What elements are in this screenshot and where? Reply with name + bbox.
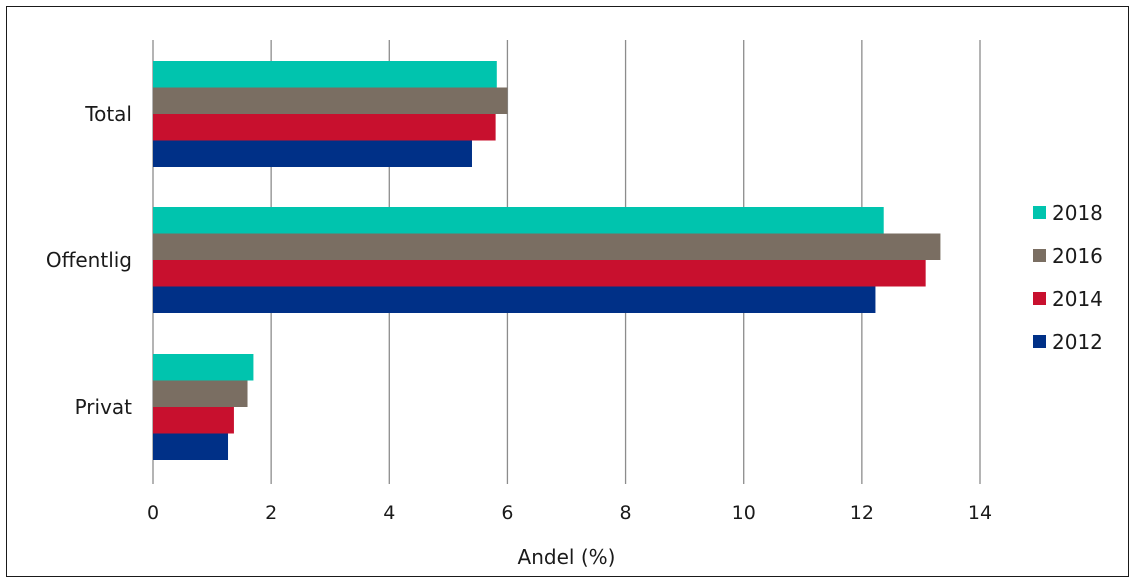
x-tick-label-4: 4 [383, 502, 395, 524]
bar-privat-2016 [153, 380, 248, 407]
bar-privat-2014 [153, 407, 234, 434]
legend-swatch-2016 [1033, 249, 1046, 262]
legend-swatch-2014 [1033, 292, 1046, 305]
legend-label-2014: 2014 [1052, 287, 1103, 311]
bar-offentlig-2012 [153, 286, 876, 313]
bar-offentlig-2018 [153, 207, 884, 234]
category-labels: Total Offentlig Privat [46, 102, 132, 419]
bar-privat-2012 [153, 433, 229, 460]
bar-total-2012 [153, 140, 472, 167]
category-label-privat: Privat [75, 395, 133, 419]
legend-label-2016: 2016 [1052, 244, 1103, 268]
bar-offentlig-2014 [153, 260, 926, 287]
x-tick-label-10: 10 [732, 502, 756, 524]
bar-total-2016 [153, 87, 508, 114]
bar-total-2014 [153, 114, 496, 141]
legend: 2018 2016 2014 2012 [1033, 201, 1103, 354]
legend-swatch-2018 [1033, 206, 1046, 219]
bars [153, 61, 941, 460]
x-tick-label-6: 6 [501, 502, 513, 524]
bar-total-2018 [153, 61, 497, 88]
bar-privat-2018 [153, 354, 254, 381]
legend-label-2018: 2018 [1052, 201, 1103, 225]
x-tick-label-2: 2 [265, 502, 277, 524]
x-tick-label-8: 8 [620, 502, 632, 524]
legend-swatch-2012 [1033, 335, 1046, 348]
legend-label-2012: 2012 [1052, 330, 1103, 354]
category-label-total: Total [84, 102, 132, 126]
x-tick-label-14: 14 [968, 502, 992, 524]
x-axis-title: Andel (%) [518, 545, 616, 569]
x-tick-label-0: 0 [147, 502, 159, 524]
x-tick-labels: 0 2 4 6 8 10 12 14 [147, 502, 992, 524]
bar-offentlig-2016 [153, 233, 941, 260]
category-label-offentlig: Offentlig [46, 248, 132, 272]
x-tick-label-12: 12 [850, 502, 874, 524]
